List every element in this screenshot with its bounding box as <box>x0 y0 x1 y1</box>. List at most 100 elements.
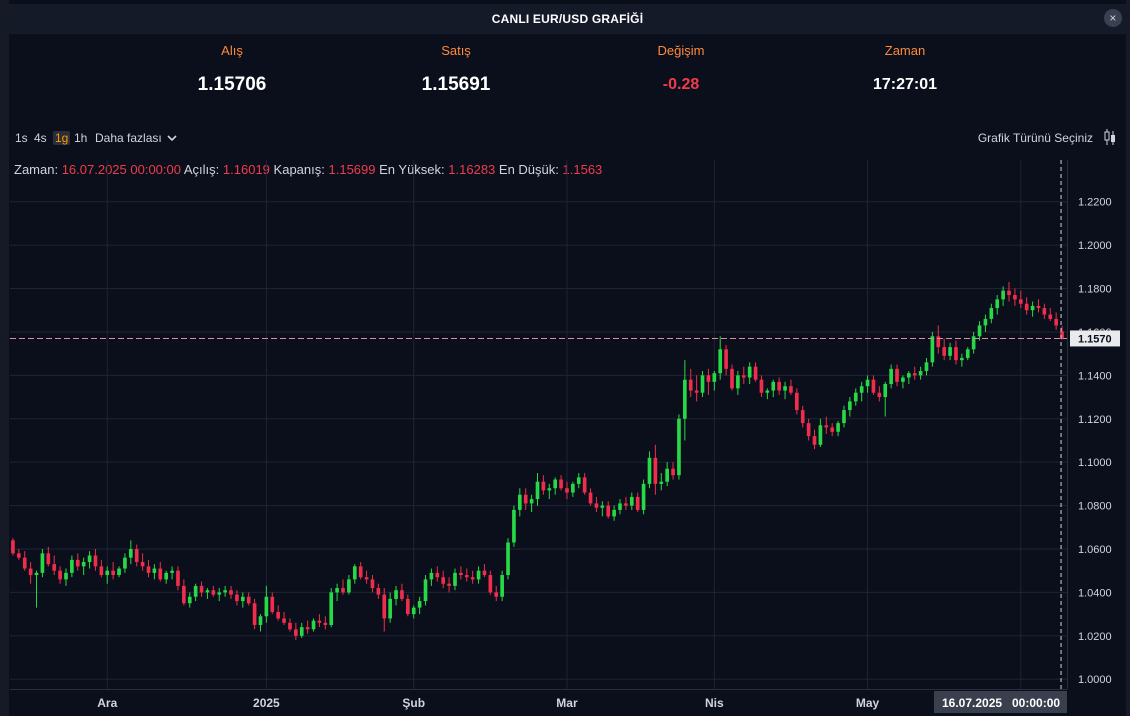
candle-body <box>665 468 669 482</box>
candle-body <box>240 596 245 602</box>
candle-body <box>382 594 387 619</box>
candle-body <box>635 496 640 510</box>
candle-body <box>358 566 363 578</box>
candle-body <box>671 468 675 476</box>
candle-body <box>1001 290 1005 300</box>
more-timeframes-dropdown[interactable]: Daha fazlası <box>95 131 177 145</box>
candle-body <box>299 627 304 636</box>
candle-body <box>565 488 569 493</box>
left-frame-border <box>0 0 9 716</box>
candle-body <box>1048 314 1053 319</box>
candle-body <box>282 618 286 623</box>
candle-body <box>771 381 776 391</box>
candle-body <box>618 503 622 510</box>
change-column: Değişim -0.28 <box>581 34 781 94</box>
candle-body <box>877 392 882 398</box>
price-tick-label: 1.0600 <box>1078 544 1112 556</box>
candle-body <box>995 299 1000 309</box>
ask-column: Satış 1.15691 <box>356 34 556 96</box>
close-icon[interactable]: × <box>1104 9 1122 27</box>
candle-body <box>971 336 976 350</box>
candle-body <box>176 570 180 586</box>
candle-body <box>411 607 416 615</box>
ohlc-info-line: Zaman: 16.07.2025 00:00:00 Açılış: 1.160… <box>14 162 602 177</box>
candle-body <box>948 347 952 356</box>
candle-body <box>606 505 611 517</box>
candle-body <box>954 347 958 361</box>
candle-body <box>930 336 935 363</box>
candle-body <box>960 357 964 361</box>
time-tick-label: Şub <box>402 696 425 710</box>
candle-body <box>335 588 339 593</box>
crosshair-date-label: 16.07.2025 <box>942 696 1002 710</box>
ask-label: Satış <box>441 43 471 58</box>
candle-body <box>724 349 728 369</box>
timeframe-4s[interactable]: 4s <box>34 131 47 145</box>
candle-body <box>22 557 27 569</box>
candle-body <box>64 572 68 580</box>
candle-body <box>688 379 693 391</box>
candle-body <box>223 590 227 593</box>
candle-body <box>229 590 233 595</box>
candle-body <box>736 375 740 389</box>
candle-body <box>117 568 121 576</box>
candle-body <box>753 366 758 380</box>
timeframe-1g[interactable]: 1g <box>53 131 71 145</box>
candle-body <box>341 588 345 593</box>
price-tick-label: 1.0000 <box>1078 674 1112 686</box>
chevron-down-icon <box>167 135 177 142</box>
candle-body <box>270 596 275 612</box>
candle-body <box>924 362 929 372</box>
candle-body <box>464 575 469 578</box>
candle-body <box>594 503 599 508</box>
chart-type-selector[interactable]: Grafik Türünü Seçiniz <box>977 131 1093 145</box>
candle-body <box>28 568 33 576</box>
price-tick-label: 1.0200 <box>1078 631 1112 643</box>
time-tick-label: 2025 <box>253 696 280 710</box>
candle-body <box>276 611 280 619</box>
candle-body <box>388 598 392 619</box>
candle-body <box>965 349 970 358</box>
time-axis-panel <box>10 689 1067 716</box>
candle-body <box>246 596 251 604</box>
candle-body <box>288 622 292 630</box>
change-value: -0.28 <box>662 76 700 93</box>
candle-body <box>824 425 829 428</box>
candle-body <box>347 579 351 593</box>
candle-body <box>406 598 410 615</box>
widget-title-bar: CANLI EUR/USD GRAFİĞİ × <box>9 4 1126 34</box>
candle-body <box>830 427 835 432</box>
ohlc-low-label: En Düşük: <box>498 162 559 177</box>
candle-body <box>1054 318 1058 326</box>
last-price-label: 1.1570 <box>1078 333 1112 345</box>
time-value: 17:27:01 <box>872 76 938 93</box>
timeframe-1h[interactable]: 1h <box>74 131 88 145</box>
candle-body <box>983 318 988 326</box>
candle-body <box>494 592 499 597</box>
candle-body <box>588 492 593 504</box>
candle-body <box>187 596 192 604</box>
candle-body <box>694 390 699 393</box>
candle-body <box>1024 303 1029 311</box>
candle-body <box>364 577 369 580</box>
last-price-badge <box>1070 330 1120 347</box>
candle-body <box>612 509 616 517</box>
candle-body <box>918 371 923 376</box>
candle-body <box>140 562 145 567</box>
candlestick-icon[interactable] <box>1103 128 1117 146</box>
candle-body <box>329 592 334 625</box>
candle-body <box>158 568 163 580</box>
candle-body <box>376 588 381 595</box>
candle-body <box>777 381 781 391</box>
candle-body <box>40 553 45 573</box>
timeframe-1s[interactable]: 1s <box>15 131 28 145</box>
candle-body <box>1030 305 1035 311</box>
candle-body <box>901 377 905 382</box>
candle-body <box>99 566 104 576</box>
price-tick-label: 1.1000 <box>1078 457 1112 469</box>
candle-body <box>871 379 876 393</box>
candle-body <box>435 572 440 578</box>
candle-body <box>529 499 534 504</box>
ohlc-time-value: 16.07.2025 00:00:00 <box>61 162 181 177</box>
